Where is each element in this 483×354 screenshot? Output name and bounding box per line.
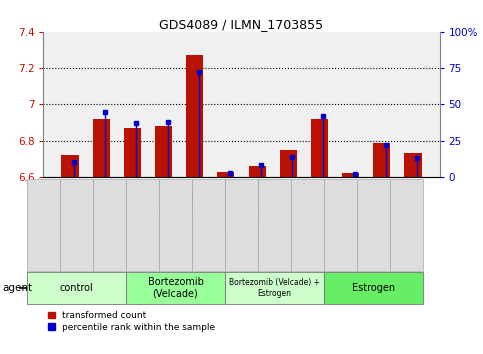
Bar [93, 119, 110, 177]
Legend: transformed count, percentile rank within the sample: transformed count, percentile rank withi… [48, 311, 215, 332]
Text: Estrogen: Estrogen [352, 283, 395, 293]
Text: control: control [59, 283, 93, 293]
Bar [373, 143, 390, 177]
Text: Bortezomib
(Velcade): Bortezomib (Velcade) [147, 277, 203, 299]
Bar [155, 126, 172, 177]
Bar [186, 56, 203, 177]
Bar [342, 173, 359, 177]
Bar [249, 166, 266, 177]
Bar [217, 172, 234, 177]
Text: Bortezomib (Velcade) +
Estrogen: Bortezomib (Velcade) + Estrogen [229, 278, 320, 298]
Bar [124, 128, 141, 177]
Bar [61, 155, 79, 177]
Bar [311, 119, 328, 177]
Bar [280, 150, 297, 177]
Title: GDS4089 / ILMN_1703855: GDS4089 / ILMN_1703855 [159, 18, 324, 31]
Bar [404, 153, 422, 177]
Text: agent: agent [2, 283, 32, 293]
